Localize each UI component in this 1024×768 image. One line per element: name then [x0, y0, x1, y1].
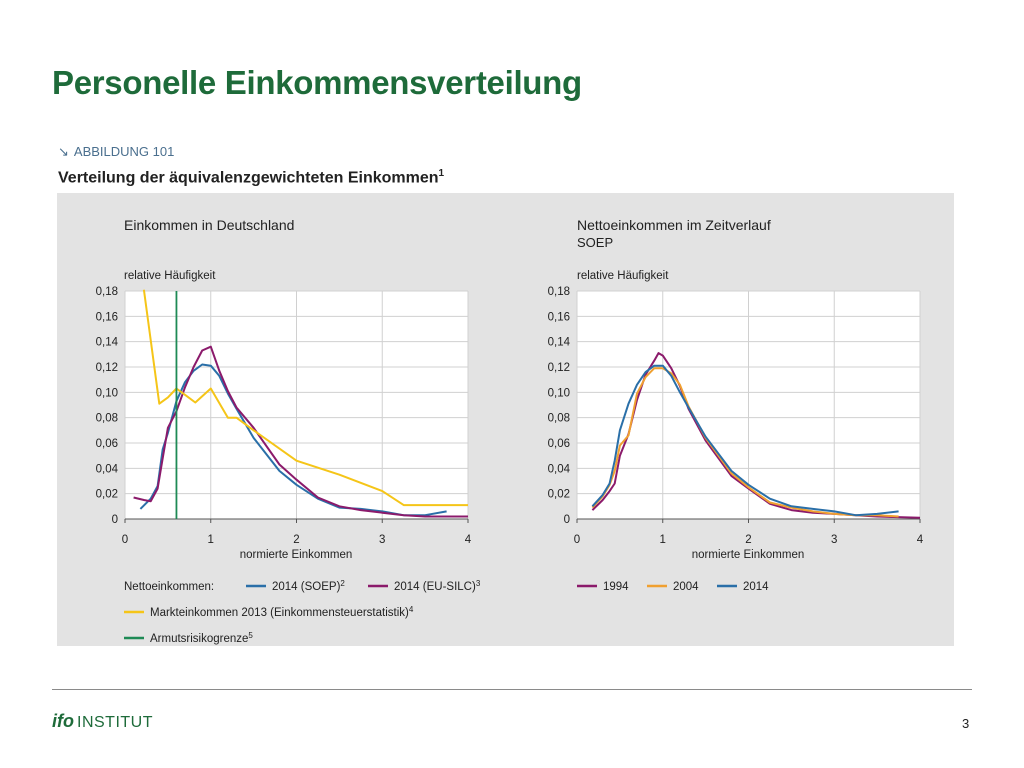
y-tick-label: 0,04: [548, 463, 571, 475]
y-tick-label: 0,08: [548, 413, 570, 425]
legend-label: 2004: [673, 581, 699, 593]
figure-title-footnote: 1: [438, 168, 445, 179]
y-tick-label: 0: [112, 514, 118, 526]
legend-item: Markteinkommen 2013 (Einkommensteuerstat…: [124, 605, 414, 620]
legend-item: 2004: [647, 581, 699, 593]
legend-item: 2014: [717, 581, 769, 593]
y-tick-label: 0,06: [96, 438, 118, 450]
chart-title: Nettoeinkommen im Zeitverlauf: [577, 217, 771, 233]
logo-mark: ifo: [52, 711, 74, 731]
y-tick-label: 0,14: [96, 337, 119, 349]
y-tick-label: 0,02: [96, 489, 118, 501]
y-axis-label: relative Häufigkeit: [124, 270, 216, 282]
series-line-3: [591, 364, 899, 517]
y-tick-label: 0: [564, 514, 570, 526]
y-tick-label: 0,18: [548, 286, 570, 298]
series-line-2: [133, 345, 468, 518]
figure-title: Verteilung der äquivalenzgewichteten Ein…: [58, 168, 444, 187]
page-number: 3: [962, 716, 970, 731]
legend-item: 2014 (SOEP)2: [246, 579, 345, 594]
legend-prefix: Nettoeinkommen:: [124, 581, 214, 593]
legend-label: Markteinkommen 2013 (Einkommensteuerstat…: [150, 605, 414, 620]
x-tick-label: 0: [122, 534, 128, 546]
chart-2: Nettoeinkommen im Zeitverlauf SOEP relativ…: [548, 217, 924, 593]
x-tick-label: 1: [208, 534, 214, 546]
legend-label-text: Markteinkommen 2013 (Einkommensteuerstat…: [150, 607, 409, 619]
y-tick-label: 0,14: [548, 337, 571, 349]
x-tick-label: 3: [831, 534, 837, 546]
y-axis-label: relative Häufigkeit: [577, 270, 669, 282]
y-tick-label: 0,16: [548, 311, 570, 323]
slide-title: Personelle Einkommensverteilung: [52, 64, 582, 101]
series-line-1: [591, 352, 921, 519]
x-tick-label: 4: [465, 534, 472, 546]
x-axis-label: normierte Einkommen: [692, 549, 804, 561]
legend-footnote: 5: [248, 631, 253, 640]
x-tick-label: 4: [917, 534, 924, 546]
legend-item: Armutsrisikogrenze5: [124, 631, 253, 646]
figure-ref-label: ABBILDUNG 101: [73, 144, 175, 159]
y-tick-label: 0,10: [96, 387, 118, 399]
y-tick-label: 0,04: [96, 463, 119, 475]
x-tick-label: 3: [379, 534, 385, 546]
footer-divider: [52, 689, 972, 690]
chart-1: Einkommen in Deutschland relative Häufigk…: [96, 217, 481, 645]
figure-reference: ↘ ABBILDUNG 101: [58, 144, 174, 160]
legend-label: 1994: [603, 581, 629, 593]
x-tick-label: 2: [745, 534, 751, 546]
legend-label-text: 2014 (EU-SILC): [394, 581, 476, 593]
legend-label: Armutsrisikogrenze5: [150, 631, 253, 646]
chart-subtitle: SOEP: [577, 235, 613, 250]
y-tick-label: 0,10: [548, 387, 570, 399]
logo-text: INSTITUT: [77, 714, 153, 731]
figure-title-text: Verteilung der äquivalenzgewichteten Ein…: [58, 169, 439, 187]
legend-label-text: Armutsrisikogrenze: [150, 633, 248, 645]
legend-footnote: 2: [340, 579, 345, 588]
legend-label: 2014: [743, 581, 769, 593]
series-line-2: [591, 367, 899, 518]
x-tick-label: 1: [660, 534, 666, 546]
x-tick-label: 2: [293, 534, 299, 546]
y-tick-label: 0,02: [548, 489, 570, 501]
y-tick-label: 0,12: [548, 362, 570, 374]
legend-label-text: 2014 (SOEP): [272, 581, 341, 593]
y-tick-label: 0,06: [548, 438, 570, 450]
chart-title: Einkommen in Deutschland: [124, 217, 294, 233]
legend-footnote: 3: [476, 579, 481, 588]
x-axis-label: normierte Einkommen: [240, 549, 352, 561]
y-tick-label: 0,12: [96, 362, 118, 374]
y-tick-label: 0,16: [96, 311, 118, 323]
legend-item: 1994: [577, 581, 629, 593]
arrow-icon: ↘: [58, 144, 69, 159]
legend-footnote: 4: [409, 605, 414, 614]
y-tick-label: 0,18: [96, 286, 118, 298]
series-line-3: [142, 289, 468, 507]
ifo-logo: ifo INSTITUT: [52, 711, 153, 732]
legend-label: 2014 (SOEP)2: [272, 579, 345, 594]
x-tick-label: 0: [574, 534, 580, 546]
legend-label: 2014 (EU-SILC)3: [394, 579, 481, 594]
y-tick-label: 0,08: [96, 413, 118, 425]
legend-item: 2014 (EU-SILC)3: [368, 579, 481, 594]
